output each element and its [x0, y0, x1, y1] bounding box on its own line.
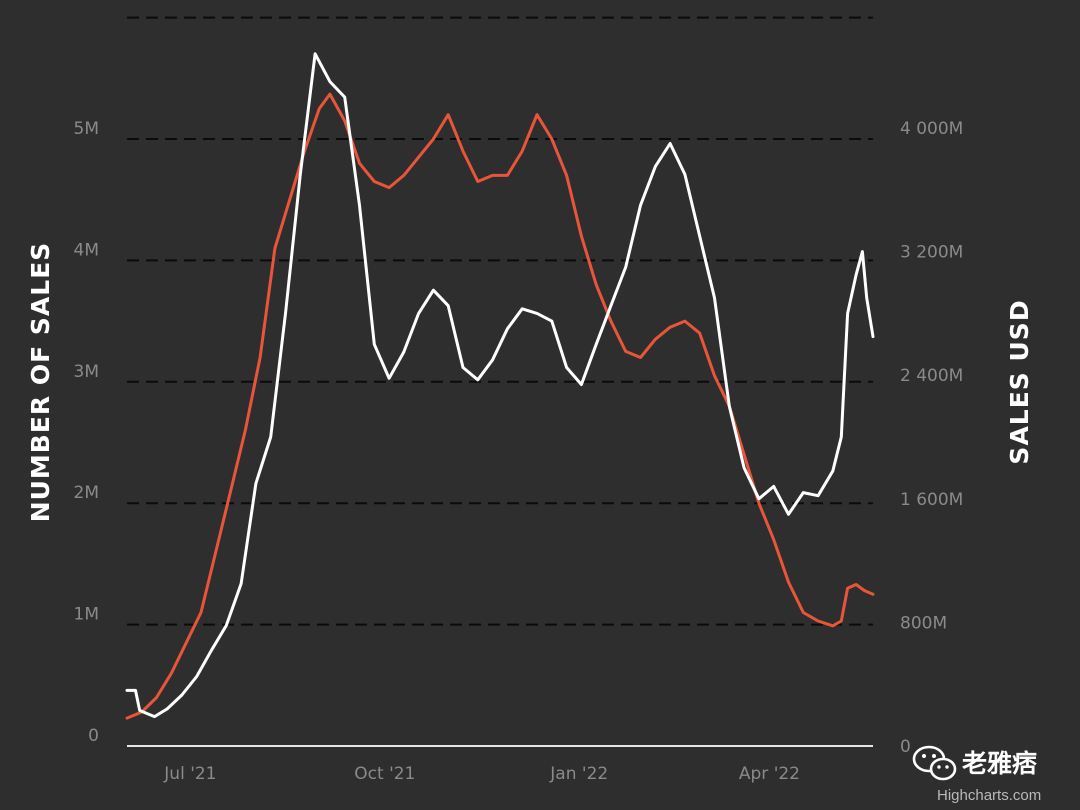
left-tick-label: 0	[88, 726, 99, 746]
left-axis-title: NUMBER OF SALES	[26, 242, 55, 523]
right-tick-label: 4 000M	[900, 119, 963, 139]
left-axis-ticks: 0 1M 2M 3M 4M 5M	[74, 119, 99, 746]
x-tick-label: Jul '21	[163, 764, 216, 784]
series-line-sales-usd	[125, 52, 875, 719]
x-tick-label: Oct '21	[354, 764, 415, 784]
gridlines	[127, 16, 873, 626]
left-tick-label: 3M	[74, 362, 99, 382]
right-axis-ticks: 0 800M 1 600M 2 400M 3 200M 4 000M	[900, 119, 963, 757]
x-tick-label: Jan '22	[549, 764, 608, 784]
watermark-site: Highcharts.com	[937, 787, 1042, 804]
right-tick-label: 800M	[900, 613, 947, 633]
left-tick-label: 5M	[74, 119, 99, 139]
right-tick-label: 0	[900, 737, 911, 757]
wechat-icon	[912, 745, 957, 781]
left-tick-label: 1M	[74, 605, 99, 625]
left-tick-label: 4M	[74, 240, 99, 260]
series-lines	[125, 52, 875, 720]
right-tick-label: 1 600M	[900, 490, 963, 510]
x-tick-label: Apr '22	[739, 764, 800, 784]
watermark-name: 老雅痞	[962, 749, 1038, 778]
right-axis-title: SALES USD	[1005, 299, 1034, 464]
right-tick-label: 2 400M	[900, 366, 963, 386]
right-tick-label: 3 200M	[900, 243, 963, 263]
series-line-number-of-sales	[125, 92, 875, 720]
left-tick-label: 2M	[74, 483, 99, 503]
x-axis-ticks: Jul '21 Oct '21 Jan '22 Apr '22	[163, 764, 800, 784]
